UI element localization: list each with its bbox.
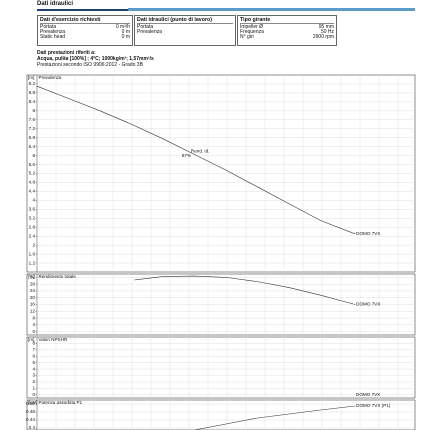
y-tick-label: 1.6 [29, 251, 36, 256]
curve [194, 405, 356, 430]
y-tick-label: 0.4 [29, 425, 36, 430]
y-tick-label: 4.8 [29, 180, 36, 185]
y-tick-label: 5.2 [29, 171, 36, 176]
curve-label: DOMO 7VX [356, 302, 380, 307]
y-tick-label: 0.48 [26, 409, 35, 414]
row-label: Portata [137, 24, 154, 30]
box-title: Dati d'esercizio richiesti [40, 17, 130, 24]
row-value: 0 m [121, 34, 130, 40]
row-value: 95 mm [318, 24, 334, 30]
annotation: 87% [182, 153, 191, 158]
row-label: Prevalenza [137, 29, 163, 35]
y-tick-label: 28 [30, 281, 36, 286]
y-tick-label: 6.8 [29, 135, 36, 140]
row-value: 0 m³/h [115, 24, 130, 30]
y-tick-label: 8.4 [29, 99, 36, 104]
box-title: Dati idraulici (punto di lavoro) [137, 17, 233, 24]
curve-label: DOMO 7VX (P1) [356, 403, 391, 408]
curve-label: DOMO 7VX [356, 392, 380, 397]
row-value: 50 Hz [320, 29, 334, 35]
y-tick-label: 32 [30, 275, 36, 280]
row-value: 0 m [121, 29, 130, 35]
info-box: Tipo girante Impeller Ø 95 mm Frequenza 50 H… [237, 15, 337, 46]
y-unit: [%] [28, 274, 35, 279]
row-value: 2900 rpm [312, 34, 334, 40]
y-tick-label: 2 [32, 379, 35, 384]
y-tick-label: 7 [32, 347, 35, 352]
section-title: Dati idraulici [37, 1, 74, 7]
y-tick-label: 24 [30, 288, 36, 293]
y-tick-label: 0 [32, 392, 35, 397]
curve [134, 275, 356, 305]
y-tick-label: 20 [30, 295, 36, 300]
box-title: Tipo girante [240, 17, 334, 24]
chart-title: Potenza assorbita P1 [39, 400, 83, 405]
chart-title: Rendimento totale [39, 274, 77, 279]
row-label: Static head [40, 34, 66, 40]
y-tick-label: 4 [32, 366, 35, 371]
y-tick-label: 0 [32, 329, 35, 334]
y-tick-label: 3 [32, 373, 35, 378]
info-box: Dati idraulici (punto di lavoro) Portata P… [134, 15, 236, 46]
chart-frame [26, 399, 416, 430]
y-tick-label: 7.6 [29, 117, 36, 122]
box-row: Prevalenza 0 m [40, 30, 130, 35]
y-tick-label: 8 [32, 341, 35, 346]
y-tick-label: 12 [30, 308, 36, 313]
row-label: Prevalenza [40, 29, 66, 35]
box-row: Impeller Ø 95 mm [240, 25, 334, 30]
y-tick-label: 1 [32, 386, 35, 391]
box-row: Prevalenza [137, 30, 233, 35]
y-tick-label: 2.4 [29, 233, 36, 238]
y-tick-label: 8 [32, 315, 35, 320]
row-label: Frequenza [240, 29, 264, 35]
y-tick-label: 3.2 [29, 215, 36, 220]
y-tick-label: 0.52 [26, 401, 35, 406]
y-tick-label: 5.6 [29, 162, 36, 167]
box-row: Static head 0 m [40, 35, 130, 40]
y-tick-label: 0.44 [26, 417, 35, 422]
row-label: N° giri [240, 34, 254, 40]
y-tick-label: 9.2 [29, 81, 36, 86]
y-tick-label: 6 [32, 153, 35, 158]
title-band [128, 8, 415, 11]
chart-title: Prevalenza [39, 75, 62, 80]
y-tick-label: 2 [32, 242, 35, 247]
y-tick-label: 2.8 [29, 224, 36, 229]
y-tick-label: 6.4 [29, 144, 36, 149]
y-unit: [m] [28, 75, 34, 80]
conditions-standard: Prestazioni secondo ISO 9906:2012 - Grad… [37, 62, 143, 68]
box-row: Portata [137, 25, 233, 30]
row-label: Portata [40, 24, 57, 30]
box-row: Frequenza 50 Hz [240, 30, 334, 35]
curve [36, 85, 356, 235]
info-box: Dati d'esercizio richiesti Portata 0 m³/h P… [37, 15, 133, 46]
conditions-title: Dati prestazioni riferiti a: [37, 50, 96, 56]
y-tick-label: 3.6 [29, 207, 36, 212]
y-tick-label: 1.2 [29, 260, 36, 265]
chart-title: Valori NPSHR [39, 337, 68, 342]
box-row: Portata 0 m³/h [40, 25, 130, 30]
y-tick-label: 4.4 [29, 189, 36, 194]
y-unit: [m] [28, 337, 34, 342]
y-tick-label: 7.2 [29, 126, 36, 131]
curve-label: DOMO 7VX [356, 231, 380, 236]
y-tick-label: 16 [30, 302, 36, 307]
y-tick-label: 8 [32, 108, 35, 113]
y-unit: [kW] [28, 400, 37, 405]
title-underline [37, 9, 128, 11]
box-row: N° giri 2900 rpm [240, 35, 334, 40]
conditions-fluid: Acqua, pulita [100%] ; 4°C; 1000kg/m³; 1… [37, 56, 154, 62]
y-tick-label: 4 [32, 322, 35, 327]
y-tick-label: 4 [32, 198, 35, 203]
y-tick-label: 8.8 [29, 90, 36, 95]
row-label: Impeller Ø [240, 24, 264, 30]
annotation: Rend. Id. [191, 148, 210, 153]
chart-frame [26, 336, 416, 399]
y-tick-label: 6 [32, 353, 35, 358]
y-tick-label: 5 [32, 360, 35, 365]
